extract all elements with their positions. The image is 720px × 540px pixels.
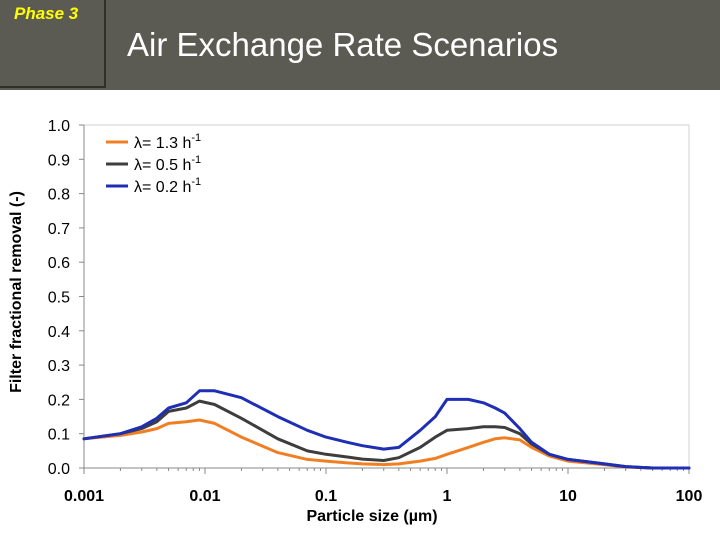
y-tick-label: 0.1 xyxy=(48,427,70,444)
y-tick-label: 0.3 xyxy=(48,358,70,375)
series-line-3 xyxy=(82,389,691,470)
x-tick-label: 0.01 xyxy=(189,488,220,505)
y-tick-label: 0.2 xyxy=(48,392,70,409)
y-axis-label: Filter fractional removal (-) xyxy=(8,191,25,393)
x-tick-label: 10 xyxy=(559,488,577,505)
plot-area xyxy=(83,124,690,469)
x-tick-label: 0.1 xyxy=(315,488,337,505)
legend-label-3: λ= 0.2 h-1 xyxy=(134,176,201,196)
x-tick-label: 1 xyxy=(443,488,452,505)
legend: λ= 1.3 h-1λ= 0.5 h-1λ= 0.2 h-1 xyxy=(106,132,201,196)
x-ticks: 0.001 0.01 0.1 1 10 100 xyxy=(64,468,702,505)
phase-box: Phase 3 xyxy=(0,0,106,88)
y-tick-label: 0.8 xyxy=(48,187,70,204)
legend-label-2: λ= 0.5 h-1 xyxy=(134,154,201,174)
x-tick-label: 100 xyxy=(676,488,703,505)
x-tick-label: 0.001 xyxy=(64,488,104,505)
y-tick-label: 0.4 xyxy=(48,324,70,341)
x-axis-label: Particle size (µm) xyxy=(306,508,437,525)
series-layer xyxy=(82,389,691,470)
y-tick-label: 0.7 xyxy=(48,221,70,238)
slide-header: Phase 3 Air Exchange Rate Scenarios xyxy=(0,0,720,90)
y-tick-label: 0.5 xyxy=(48,290,70,307)
y-ticks: 0.0 0.1 0.2 0.3 0.4 0.5 0.6 0.7 0.8 0.9 1.0 xyxy=(48,118,84,478)
slide-title: Air Exchange Rate Scenarios xyxy=(127,26,559,63)
phase-label: Phase 3 xyxy=(14,4,79,23)
legend-label-1: λ= 1.3 h-1 xyxy=(134,132,201,152)
y-tick-label: 0.0 xyxy=(48,461,70,478)
series-line-1 xyxy=(82,418,691,470)
y-tick-label: 1.0 xyxy=(48,118,70,135)
y-tick-label: 0.9 xyxy=(48,152,70,169)
y-tick-label: 0.6 xyxy=(48,255,70,272)
line-chart: 0.00.10.20.30.40.50.60.70.80.91.0 0.001 0… xyxy=(8,118,702,525)
